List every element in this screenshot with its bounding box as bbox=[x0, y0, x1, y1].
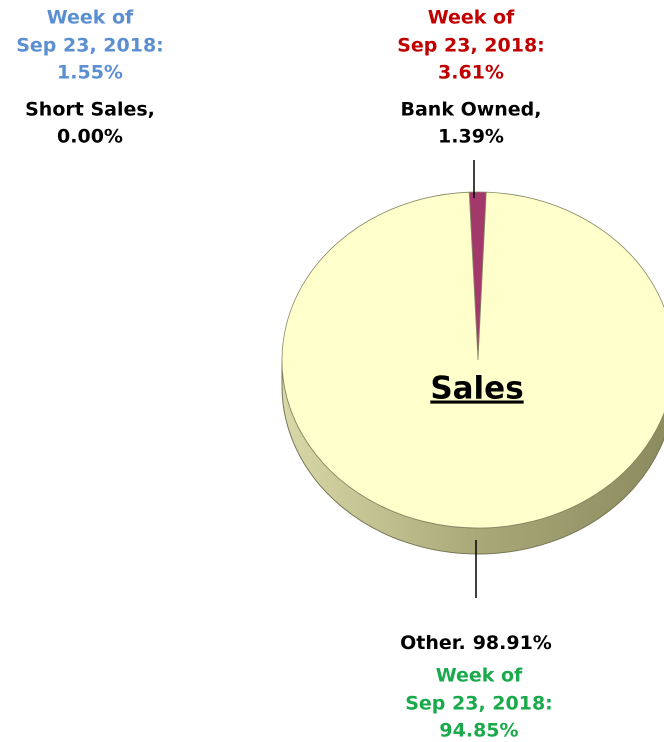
comparison-label: Week of bbox=[436, 665, 523, 687]
comparison-value: 3.61% bbox=[438, 62, 504, 84]
comparison-value: 94.85% bbox=[439, 720, 518, 742]
comparison-label: Sep 23, 2018: bbox=[397, 35, 545, 57]
comparison-label: Sep 23, 2018: bbox=[405, 693, 553, 715]
comparison-label: Week of bbox=[428, 7, 515, 29]
comparison-label: Week of bbox=[47, 7, 134, 29]
pie bbox=[281, 191, 664, 555]
pie-slice bbox=[281, 191, 664, 529]
category-label: Short Sales, bbox=[25, 99, 155, 121]
slice-label: Other. 98.91% bbox=[400, 632, 552, 654]
value-label: 1.39% bbox=[438, 126, 504, 148]
category-label: Bank Owned, bbox=[400, 99, 541, 121]
chart-title: Sales bbox=[430, 371, 523, 407]
value-label: 0.00% bbox=[57, 126, 123, 148]
comparison-value: 1.55% bbox=[57, 62, 123, 84]
comparison-label: Sep 23, 2018: bbox=[16, 35, 164, 57]
category-label: Other. bbox=[400, 632, 466, 654]
value-label: 98.91% bbox=[473, 632, 552, 654]
